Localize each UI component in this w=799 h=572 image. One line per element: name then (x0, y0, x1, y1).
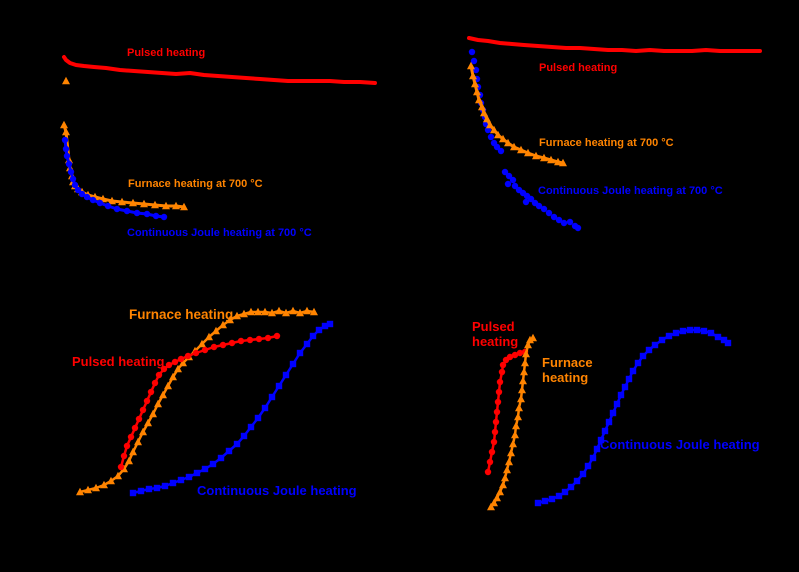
top-right-joule-lower-scatter-series (501, 168, 582, 232)
panel-bottom-right: Pulsed heating Furnace heating Continuous Jo… (472, 319, 760, 511)
bottom-right-furnace-label: Furnace heating (542, 355, 593, 385)
panel-top-right: Pulsed heating Furnace heating at 700 °C C… (467, 36, 762, 232)
bottom-left-pulsed-sigmoid-series (117, 332, 281, 471)
top-right-pulsed-line-series (467, 36, 762, 53)
top-left-pulsed-line-series (62, 55, 377, 85)
top-left-pulsed-label: Pulsed heating (127, 47, 205, 59)
top-right-joule-label: Continuous Joule heating at 700 °C (538, 185, 723, 197)
bottom-left-furnace-label: Furnace heating (129, 307, 233, 322)
bottom-left-joule-sigmoid-series (129, 320, 334, 497)
top-right-furnace-label: Furnace heating at 700 °C (539, 137, 674, 149)
panel-top-left: Pulsed heating Furnace heating at 700 °C C… (60, 47, 377, 239)
top-left-joule-curve-series (61, 136, 168, 221)
bottom-right-pulsed-label: Pulsed heating (472, 319, 518, 349)
top-left-joule-label: Continuous Joule heating at 700 °C (127, 227, 312, 239)
bottom-right-joule-label: Continuous Joule heating (600, 437, 760, 452)
bottom-left-furnace-sigmoid-series (76, 306, 318, 496)
bottom-left-joule-label: Continuous Joule heating (197, 483, 357, 498)
panel-bottom-left: Furnace heating Pulsed heating Continuous … (72, 306, 357, 498)
top-left-furnace-label: Furnace heating at 700 °C (128, 178, 263, 190)
top-right-pulsed-label: Pulsed heating (539, 62, 617, 74)
top-left-furnace-curve-series (60, 120, 188, 211)
bottom-left-pulsed-label: Pulsed heating (72, 354, 165, 369)
top-right-joule-upper-scatter-series (468, 48, 505, 155)
bottom-right-joule-sigmoid-series (534, 326, 732, 507)
top-left-furnace-lone-point-series (62, 76, 70, 85)
bottom-right-furnace-sigmoid-series (487, 333, 537, 511)
top-right-furnace-curve-series (467, 61, 567, 167)
bottom-right-pulsed-sigmoid-series (484, 348, 529, 476)
